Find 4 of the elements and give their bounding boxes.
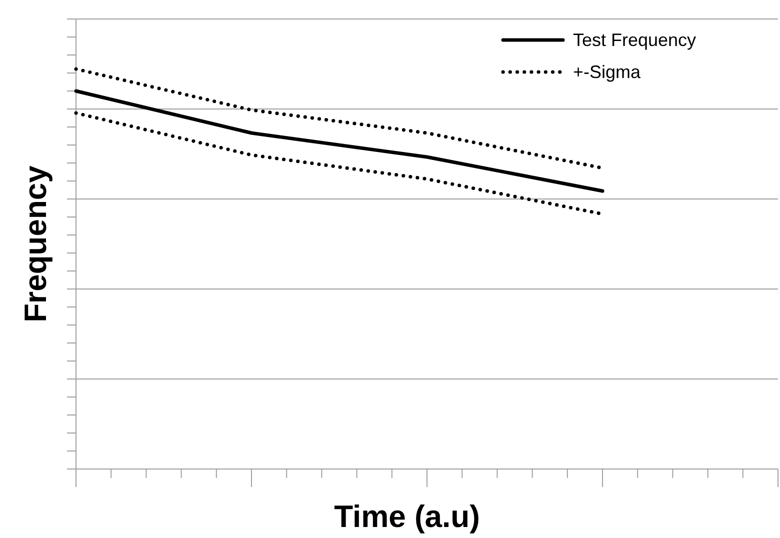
- x-axis-title: Time (a.u): [334, 499, 480, 534]
- legend-label: +-Sigma: [573, 62, 642, 82]
- legend-label: Test Frequency: [573, 30, 696, 50]
- y-axis-title: Frequency: [18, 164, 53, 322]
